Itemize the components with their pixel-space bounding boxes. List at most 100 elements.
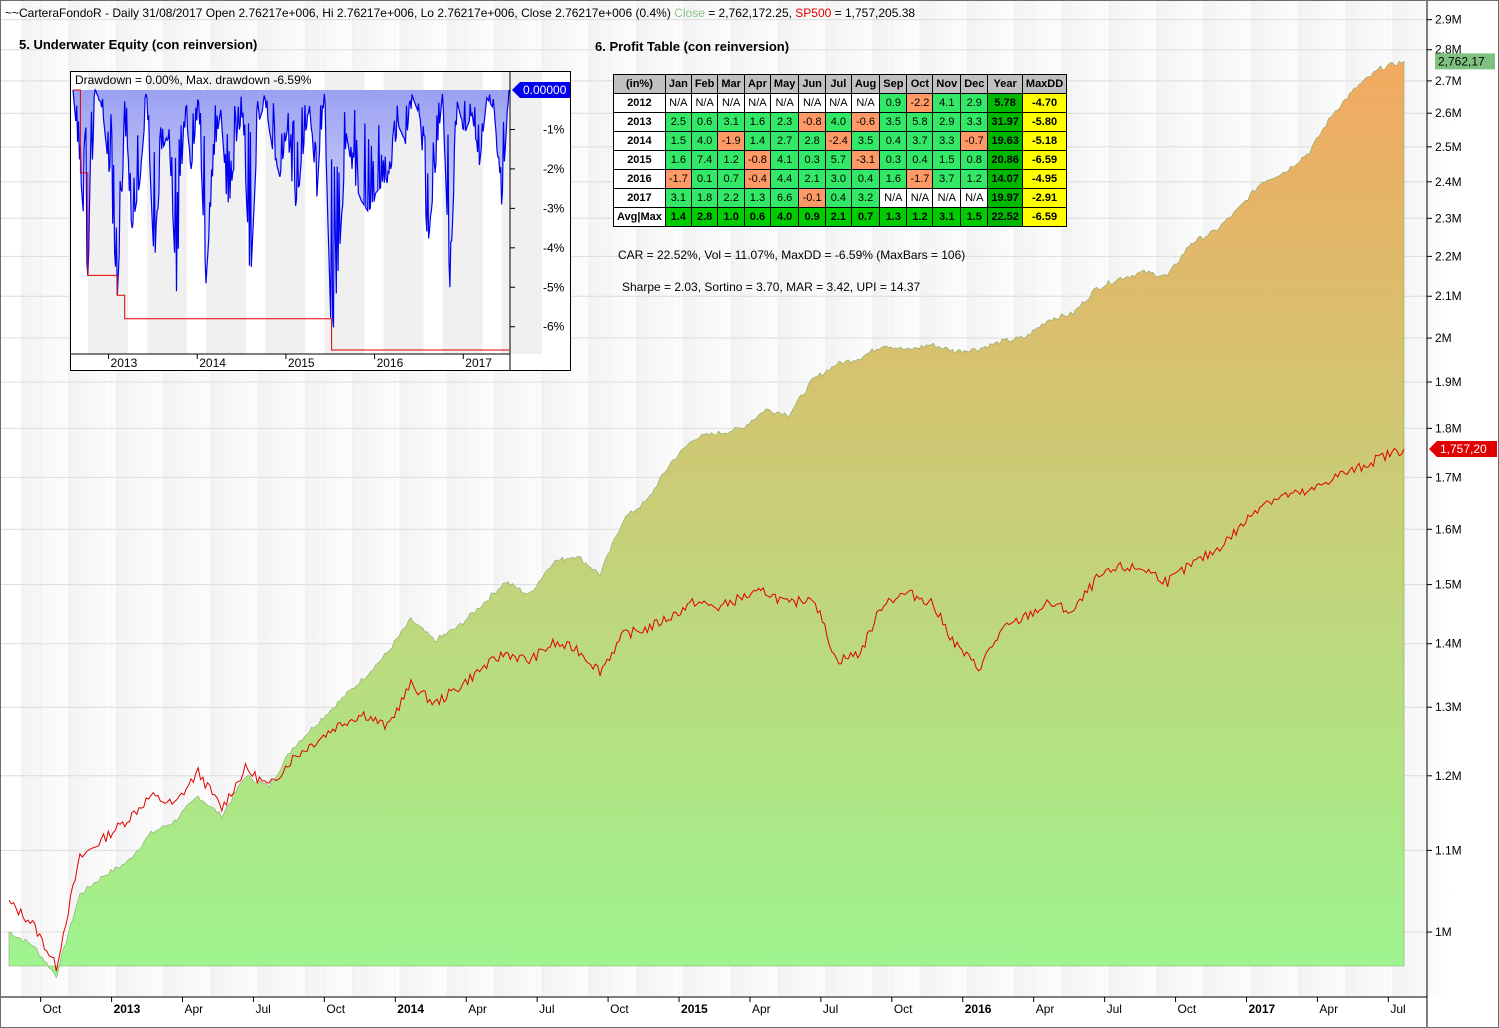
x-tick-label: Jul bbox=[539, 1002, 554, 1016]
profit-table-cell: 3.1 bbox=[717, 112, 745, 132]
profit-table-header: Year bbox=[987, 74, 1023, 94]
header-prefix: ~~CarteraFondoR - Daily 31/08/2017 Open … bbox=[5, 6, 671, 20]
profit-table-cell: 2.8 bbox=[798, 131, 826, 151]
profit-table-cell: 0.9 bbox=[879, 93, 908, 113]
profit-table-header: Dec bbox=[960, 74, 989, 94]
profit-table-row: 2012 N/A N/A N/A N/A N/A N/A N/A N/A 0.9 -2.2 4.1 2.… bbox=[613, 93, 1068, 113]
profit-table-cell: 1.2 bbox=[960, 169, 989, 189]
x-tick-label: Apr bbox=[752, 1002, 771, 1016]
x-tick-label: 2015 bbox=[681, 1002, 708, 1016]
profit-table-cell: 1.0 bbox=[717, 207, 745, 227]
uw-background-band bbox=[501, 72, 542, 354]
profit-table-cell: 2.5 bbox=[664, 112, 692, 132]
y-tick-label: 2.3M bbox=[1435, 211, 1462, 225]
y-tick-label: 1.4M bbox=[1435, 637, 1462, 651]
profit-table-cell: 2.2 bbox=[717, 188, 745, 208]
profit-table-cell: 3.7 bbox=[906, 131, 934, 151]
profit-table-cell: 1.3 bbox=[743, 188, 771, 208]
uw-y-tick-label: -3% bbox=[543, 201, 565, 215]
profit-table-cell: 1.5 bbox=[664, 131, 692, 151]
profit-table-header: Nov bbox=[932, 74, 962, 94]
profit-table-cell: 0.4 bbox=[879, 131, 908, 151]
x-tick-label: Jul bbox=[255, 1002, 270, 1016]
y-tick-label: 2.9M bbox=[1435, 13, 1462, 27]
profit-table-cell: 1.3 bbox=[879, 207, 908, 227]
profit-table-cell: 1.6 bbox=[664, 150, 692, 170]
uw-y-tick-label: -6% bbox=[543, 320, 565, 334]
profit-table-cell: 1.6 bbox=[743, 112, 771, 132]
uw-y-tick-label: -1% bbox=[543, 122, 565, 136]
profit-table-row: 2017 3.1 1.8 2.2 1.3 6.6 -0.1 0.4 3.2 N/A N/A N/A N/… bbox=[613, 188, 1068, 208]
profit-table-cell: N/A bbox=[879, 188, 908, 208]
profit-table-cell: 1.2 bbox=[906, 207, 934, 227]
profit-table-cell: -1.7 bbox=[664, 169, 692, 189]
x-tick-label: Apr bbox=[185, 1002, 204, 1016]
uw-x-tick-label: 2017 bbox=[465, 356, 492, 370]
y-tick-label: 1.6M bbox=[1435, 522, 1462, 536]
profit-table-header: Apr bbox=[743, 74, 771, 94]
y-tick-label: 2.4M bbox=[1435, 175, 1462, 189]
profit-table-cell: 3.1 bbox=[932, 207, 962, 227]
profit-table-header: Jul bbox=[824, 74, 852, 94]
profit-table-cell: -6.59 bbox=[1021, 207, 1068, 227]
x-tick-label: Jul bbox=[1107, 1002, 1122, 1016]
profit-table-cell: 1.2 bbox=[717, 150, 745, 170]
profit-table-cell: N/A bbox=[717, 93, 745, 113]
close-value: = 2,762,172.25, bbox=[704, 6, 792, 20]
profit-table-header: MaxDD bbox=[1021, 74, 1068, 94]
x-tick-label: Apr bbox=[468, 1002, 487, 1016]
uw-y-tick-label: -2% bbox=[543, 162, 565, 176]
y-tick-label: 1.9M bbox=[1435, 375, 1462, 389]
profit-table-title: 6. Profit Table (con reinversion) bbox=[595, 39, 790, 54]
close-last-label-box bbox=[1435, 53, 1495, 70]
y-tick-label: 2.6M bbox=[1435, 106, 1462, 120]
profit-table-cell: 4.4 bbox=[769, 169, 800, 189]
profit-table-cell: 2015 bbox=[613, 150, 666, 170]
profit-table-cell: -0.6 bbox=[850, 112, 881, 132]
profit-table-cell: -5.80 bbox=[1021, 112, 1068, 132]
x-tick-label: Oct bbox=[610, 1002, 629, 1016]
profit-table-cell: N/A bbox=[690, 93, 719, 113]
profit-table-cell: 3.5 bbox=[879, 112, 908, 132]
profit-table-cell: 4.0 bbox=[690, 131, 719, 151]
profit-table-cell: 2016 bbox=[613, 169, 666, 189]
profit-table-cell: N/A bbox=[743, 93, 771, 113]
sp500-last-label-box bbox=[1429, 440, 1497, 457]
profit-table-cell: 3.0 bbox=[824, 169, 852, 189]
profit-table-cell: 1.4 bbox=[743, 131, 771, 151]
underwater-panel[interactable]: -1% -2% -3% -4% -5% -6% 2013 2014 2015 2016 2017 … bbox=[70, 71, 571, 371]
profit-table-cell: 14.07 bbox=[987, 169, 1023, 189]
profit-table-cell: 7.4 bbox=[690, 150, 719, 170]
profit-table-cell: 20.86 bbox=[987, 150, 1023, 170]
profit-table-cell: -0.7 bbox=[960, 131, 989, 151]
uw-x-tick-label: 2013 bbox=[111, 356, 138, 370]
profit-table-cell: N/A bbox=[932, 188, 962, 208]
profit-table-cell: 0.4 bbox=[824, 188, 852, 208]
profit-table-cell: 3.1 bbox=[664, 188, 692, 208]
y-tick-label: 2.2M bbox=[1435, 249, 1462, 263]
underwater-title: 5. Underwater Equity (con reinversion) bbox=[19, 37, 258, 52]
profit-table-header: Jan bbox=[664, 74, 692, 94]
stats-line-2: Sharpe = 2.03, Sortino = 3.70, MAR = 3.4… bbox=[622, 280, 921, 294]
uw-y-tick-label: -4% bbox=[543, 241, 565, 255]
profit-table-header: May bbox=[769, 74, 800, 94]
profit-table-cell: 22.52 bbox=[987, 207, 1023, 227]
profit-table-cell: 6.6 bbox=[769, 188, 800, 208]
profit-table-cell: 0.4 bbox=[906, 150, 934, 170]
profit-table-cell: 3.3 bbox=[960, 112, 989, 132]
profit-table-cell: N/A bbox=[824, 93, 852, 113]
profit-table-cell: 2017 bbox=[613, 188, 666, 208]
y-tick-label: 2.5M bbox=[1435, 140, 1462, 154]
y-tick-label: 1M bbox=[1435, 925, 1452, 939]
profit-table-cell: 0.8 bbox=[960, 150, 989, 170]
profit-table-cell: -3.1 bbox=[850, 150, 881, 170]
profit-table-cell: 3.3 bbox=[932, 131, 962, 151]
profit-table-cell: 2.1 bbox=[824, 207, 852, 227]
profit-table-cell: -2.2 bbox=[906, 93, 934, 113]
profit-table-header: Oct bbox=[906, 74, 934, 94]
profit-table-header: Mar bbox=[717, 74, 745, 94]
uw-x-tick-label: 2014 bbox=[199, 356, 226, 370]
y-tick-label: 1.3M bbox=[1435, 700, 1462, 714]
profit-table-cell: 4.1 bbox=[769, 150, 800, 170]
